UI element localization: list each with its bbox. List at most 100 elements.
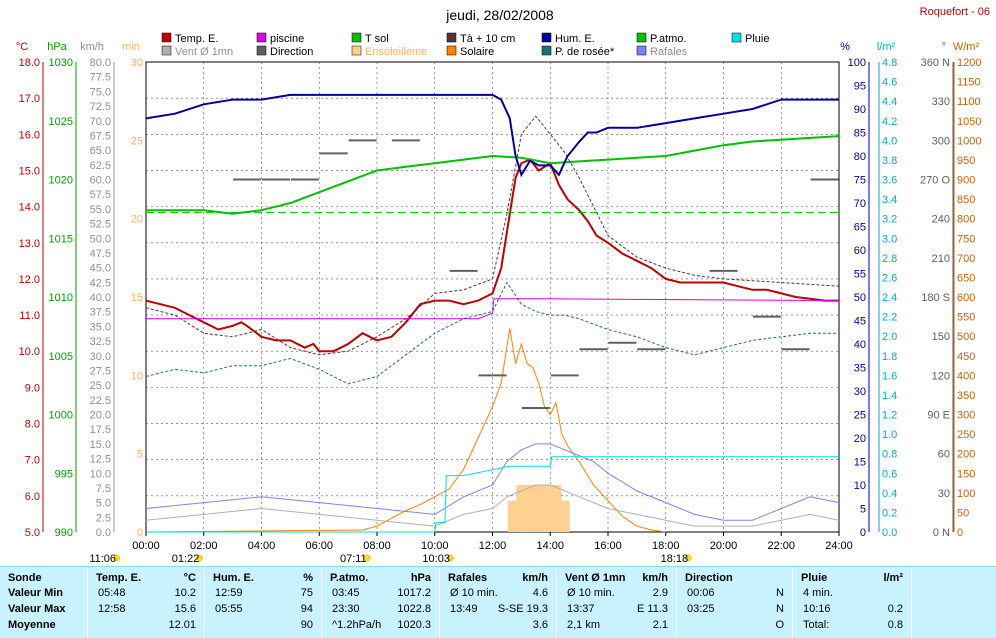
axis-tick-solar: 850 (957, 194, 975, 206)
time-tick-label: 08:00 (363, 540, 391, 552)
axis-tick-direction: 150 (932, 331, 950, 343)
axis-tick-humidity: 100 (848, 57, 866, 69)
axis-tick-humidity: 15 (854, 457, 866, 469)
axis-tick-rain: 1.4 (882, 390, 897, 402)
stats-value: 90 (300, 619, 313, 631)
axis-tick-wind: 25.0 (90, 380, 111, 392)
axis-tick-solar: 500 (957, 331, 975, 343)
axis-tick-humidity: 65 (854, 222, 866, 234)
series-piscine (146, 298, 840, 320)
axis-tick-wind: 72.5 (90, 101, 111, 113)
axis-tick-temp: 8.0 (25, 419, 40, 431)
legend-swatch (636, 32, 647, 43)
stats-time: 13:49 (450, 603, 478, 615)
axis-tick-temp: 7.0 (25, 455, 40, 467)
stats-column: Pluie l/m² 4 min. 10:16 0.2 Total: 0.8 (793, 567, 912, 638)
axis-tick-rain: 0.0 (882, 527, 897, 539)
axis-tick-temp: 16.0 (19, 129, 40, 141)
stats-unit: km/h (522, 572, 548, 584)
stats-header: Vent Ø 1mn (565, 572, 626, 584)
axis-tick-solar: 250 (957, 429, 975, 441)
stats-column: Rafales km/h Ø 10 min. 4.6 13:49 S-SE 19.3 3.6 (440, 567, 557, 638)
axis-tick-wind: 15.0 (90, 439, 111, 451)
time-tick-label: 24:00 (825, 540, 853, 552)
axis-tick-rain: 0.4 (882, 488, 897, 500)
axis-tick-wind: 27.5 (90, 365, 111, 377)
series-hum-e- (145, 93, 839, 178)
axis-tick-wind: 60.0 (90, 175, 111, 187)
sun-time-label: 01:22 (172, 553, 200, 565)
stats-header: Hum. E. (213, 572, 254, 584)
stats-value: 15.6 (174, 603, 196, 615)
axis-tick-humidity: 75 (854, 175, 866, 187)
axis-tick-direction: 120 (932, 370, 950, 382)
axis-tick-temp: 13.0 (19, 238, 40, 250)
axis-tick-minutes: 10 (131, 370, 143, 382)
sun-icon (364, 554, 371, 562)
axis-tick-temp: 9.0 (25, 382, 40, 394)
axis-tick-direction: 270 O (920, 175, 950, 187)
stats-header: Sonde (8, 572, 42, 584)
sunshine-bar (542, 485, 553, 532)
axis-tick-direction: 60 (938, 449, 950, 461)
axis-unit-temp: °C (16, 41, 28, 53)
legend-swatch (446, 32, 457, 43)
series-pluie (146, 456, 839, 533)
sunshine-bar (533, 485, 544, 532)
stats-value: N (776, 587, 784, 599)
legend-label: Direction (270, 46, 313, 58)
time-tick-label: 22:00 (767, 540, 795, 552)
stats-value: S-SE 19.3 (497, 603, 548, 615)
stats-time: 4 min. (803, 587, 833, 599)
axis-tick-rain: 1.8 (882, 351, 897, 363)
axis-tick-wind: 35.0 (90, 321, 111, 333)
stats-unit: % (303, 572, 313, 584)
axis-tick-solar: 650 (957, 272, 975, 284)
axis-tick-rain: 2.0 (882, 331, 897, 343)
axis-tick-solar: 300 (957, 410, 975, 422)
stats-value: 94 (300, 603, 313, 615)
axis-tick-solar: 1050 (957, 116, 981, 128)
stats-column: Direction 00:06 N 03:25 N O (677, 567, 793, 638)
legend-label: T sol (365, 33, 389, 45)
axis-tick-solar: 400 (957, 370, 975, 382)
stats-value: 0.2 (887, 603, 903, 615)
axis-tick-wind: 0.0 (96, 527, 111, 539)
sun-icon (446, 554, 454, 562)
axis-tick-solar: 900 (957, 175, 975, 187)
stats-unit: km/h (642, 572, 668, 584)
axis-tick-rain: 2.8 (882, 253, 897, 265)
axis-tick-pressure: 995 (55, 468, 73, 480)
axis-unit-rain: l/m² (877, 41, 896, 53)
station-name: Roquefort - 06 (920, 6, 990, 18)
axis-tick-rain: 3.0 (882, 233, 897, 245)
axis-tick-rain: 3.6 (882, 175, 897, 187)
axis-tick-direction: 180 S (921, 292, 950, 304)
axis-tick-humidity: 95 (854, 81, 866, 93)
series-t-sol (146, 135, 840, 215)
stats-row-label: Moyenne (8, 619, 56, 631)
time-tick-label: 20:00 (710, 540, 738, 552)
axis-tick-temp: 11.0 (19, 310, 40, 322)
axis-tick-rain: 4.8 (882, 57, 897, 69)
axis-tick-wind: 42.5 (90, 277, 111, 289)
stats-row-label: Valeur Max (8, 603, 66, 615)
time-tick-label: 16:00 (594, 540, 622, 552)
axis-unit-pressure: hPa (47, 41, 67, 53)
axis-tick-minutes: 15 (131, 292, 143, 304)
weather-chart: jeudi, 28/02/2008 Roquefort - 06 Temp. E… (16, 6, 990, 565)
stats-header: Direction (685, 572, 733, 584)
time-tick-label: 06:00 (305, 540, 333, 552)
axis-tick-wind: 40.0 (90, 292, 111, 304)
stats-time: 23:30 (332, 603, 360, 615)
sun-icon (685, 554, 692, 562)
stats-time: 03:45 (332, 587, 360, 599)
legend-swatch (541, 32, 552, 43)
stats-header: Rafales (448, 572, 488, 584)
series-temp-e- (145, 158, 839, 353)
legend-swatch (351, 45, 362, 56)
axis-tick-wind: 10.0 (90, 468, 111, 480)
axis-tick-humidity: 0 (860, 527, 866, 539)
axis-tick-humidity: 10 (854, 480, 866, 492)
axis-tick-wind: 52.5 (90, 219, 111, 231)
